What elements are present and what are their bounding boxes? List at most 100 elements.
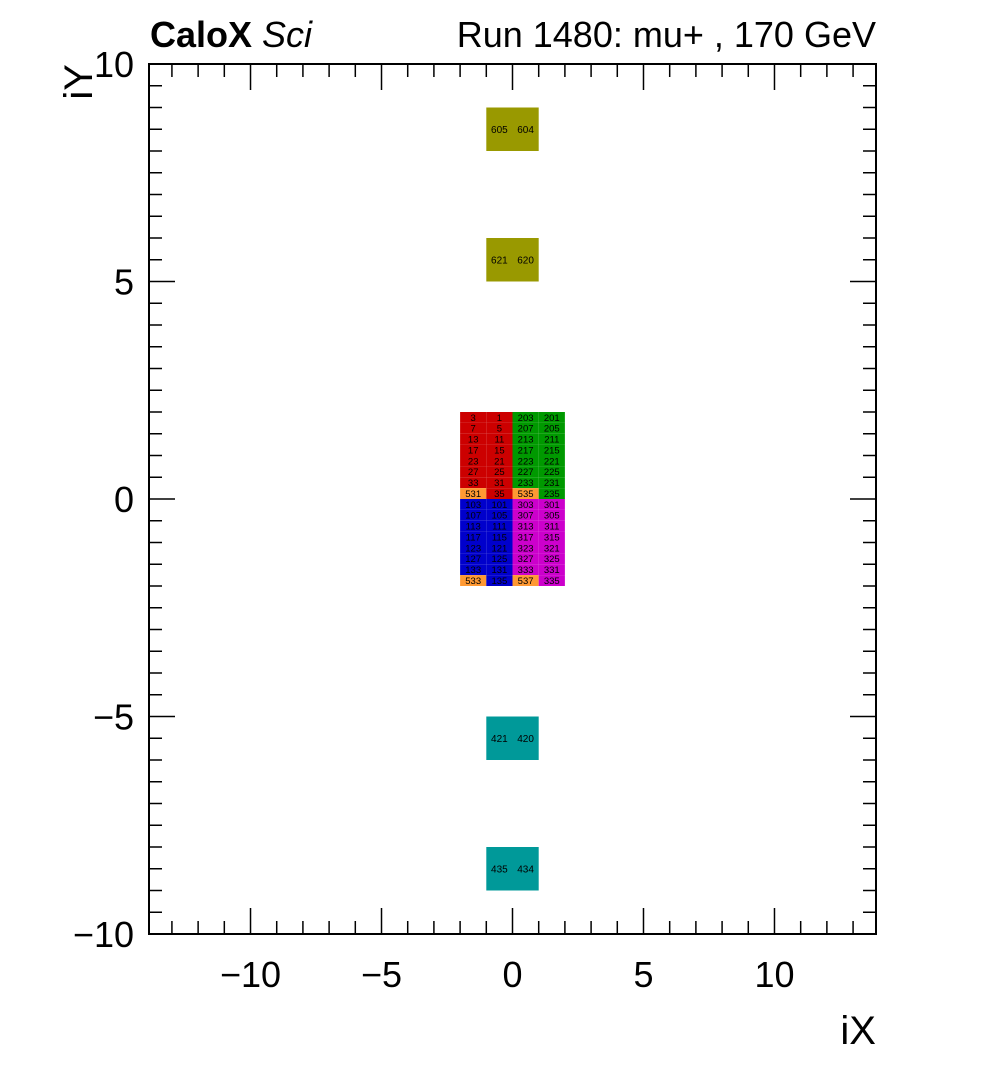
cell-1 xyxy=(486,412,513,423)
cell-107 xyxy=(460,509,487,521)
cell-label-7: 7 xyxy=(471,424,476,435)
cell-label-235: 235 xyxy=(544,489,560,500)
cell-label-1: 1 xyxy=(497,413,502,424)
cell-221 xyxy=(538,455,565,467)
cell-327 xyxy=(512,553,539,565)
cell-label-531: 531 xyxy=(465,489,481,500)
cell-13 xyxy=(460,433,487,445)
y-axis-label: iY xyxy=(57,64,101,100)
cell-label-301: 301 xyxy=(544,500,560,511)
cell-533 xyxy=(460,575,487,586)
cell-311 xyxy=(538,520,565,532)
cell-317 xyxy=(512,531,539,543)
cell-label-311: 311 xyxy=(544,522,559,533)
cell-label-203: 203 xyxy=(518,413,534,424)
cell-203 xyxy=(512,412,539,423)
cell-113 xyxy=(460,520,487,532)
cell-label-303: 303 xyxy=(518,500,534,511)
cell-label-107: 107 xyxy=(465,511,481,522)
cell-label-123: 123 xyxy=(465,543,481,554)
cell-121 xyxy=(486,542,513,554)
cell-211 xyxy=(538,433,565,445)
cell-604 xyxy=(512,107,539,151)
cell-205 xyxy=(538,422,565,434)
cell-17 xyxy=(460,444,487,456)
y-tick-label: 0 xyxy=(114,479,134,520)
cell-35 xyxy=(486,488,513,499)
run-info: Run 1480: mu+ , 170 GeV xyxy=(456,14,876,55)
x-tick-label: 10 xyxy=(754,954,794,995)
cell-label-131: 131 xyxy=(491,565,507,576)
cell-label-101: 101 xyxy=(491,500,507,511)
cell-label-333: 333 xyxy=(518,565,534,576)
cell-label-217: 217 xyxy=(518,445,534,456)
cell-7 xyxy=(460,422,487,434)
cell-label-221: 221 xyxy=(544,456,560,467)
cell-217 xyxy=(512,444,539,456)
cell-label-307: 307 xyxy=(518,511,534,522)
cell-label-113: 113 xyxy=(466,522,481,533)
cell-331 xyxy=(538,564,565,576)
cell-307 xyxy=(512,509,539,521)
cell-label-420: 420 xyxy=(517,734,534,745)
cell-11 xyxy=(486,433,513,445)
cell-105 xyxy=(486,509,513,521)
cell-label-227: 227 xyxy=(518,467,534,478)
cell-420 xyxy=(512,716,539,760)
y-tick-label: −5 xyxy=(93,697,134,738)
cell-label-5: 5 xyxy=(497,424,502,435)
x-tick-label: 5 xyxy=(633,954,653,995)
y-tick-label: 5 xyxy=(114,262,134,303)
cell-label-201: 201 xyxy=(544,413,560,424)
cell-231 xyxy=(538,477,565,489)
cell-label-327: 327 xyxy=(518,554,534,565)
x-tick-label: 0 xyxy=(502,954,522,995)
cell-301 xyxy=(538,499,565,510)
cell-333 xyxy=(512,564,539,576)
cell-620 xyxy=(512,238,539,282)
cell-621 xyxy=(486,238,513,282)
cell-213 xyxy=(512,433,539,445)
cell-label-321: 321 xyxy=(544,543,560,554)
cell-label-225: 225 xyxy=(544,467,560,478)
cell-135 xyxy=(486,575,513,586)
cell-33 xyxy=(460,477,487,489)
cell-3 xyxy=(460,412,487,423)
brand-sub: Sci xyxy=(262,14,313,55)
x-tick-label: −10 xyxy=(220,954,281,995)
cell-313 xyxy=(512,520,539,532)
cell-label-13: 13 xyxy=(468,435,479,446)
cell-115 xyxy=(486,531,513,543)
cell-label-133: 133 xyxy=(465,565,481,576)
cell-label-315: 315 xyxy=(544,532,560,543)
cell-223 xyxy=(512,455,539,467)
cell-101 xyxy=(486,499,513,510)
cell-117 xyxy=(460,531,487,543)
cell-label-3: 3 xyxy=(471,413,476,424)
cell-125 xyxy=(486,553,513,565)
cell-label-323: 323 xyxy=(518,543,534,554)
cell-233 xyxy=(512,477,539,489)
cell-335 xyxy=(538,575,565,586)
cell-label-111: 111 xyxy=(492,522,506,533)
cell-127 xyxy=(460,553,487,565)
cell-label-17: 17 xyxy=(468,445,479,456)
cell-31 xyxy=(486,477,513,489)
cell-434 xyxy=(512,847,539,891)
cell-535 xyxy=(512,488,539,499)
cell-131 xyxy=(486,564,513,576)
cell-label-535: 535 xyxy=(518,489,534,500)
cell-label-207: 207 xyxy=(518,424,534,435)
cell-305 xyxy=(538,509,565,521)
cell-133 xyxy=(460,564,487,576)
cell-435 xyxy=(486,847,513,891)
cell-label-605: 605 xyxy=(491,125,508,136)
cell-label-121: 121 xyxy=(491,543,507,554)
cell-label-33: 33 xyxy=(468,478,479,489)
cell-label-23: 23 xyxy=(468,456,479,467)
cell-321 xyxy=(538,542,565,554)
cell-label-325: 325 xyxy=(544,554,560,565)
cell-5 xyxy=(486,422,513,434)
cell-531 xyxy=(460,488,487,499)
